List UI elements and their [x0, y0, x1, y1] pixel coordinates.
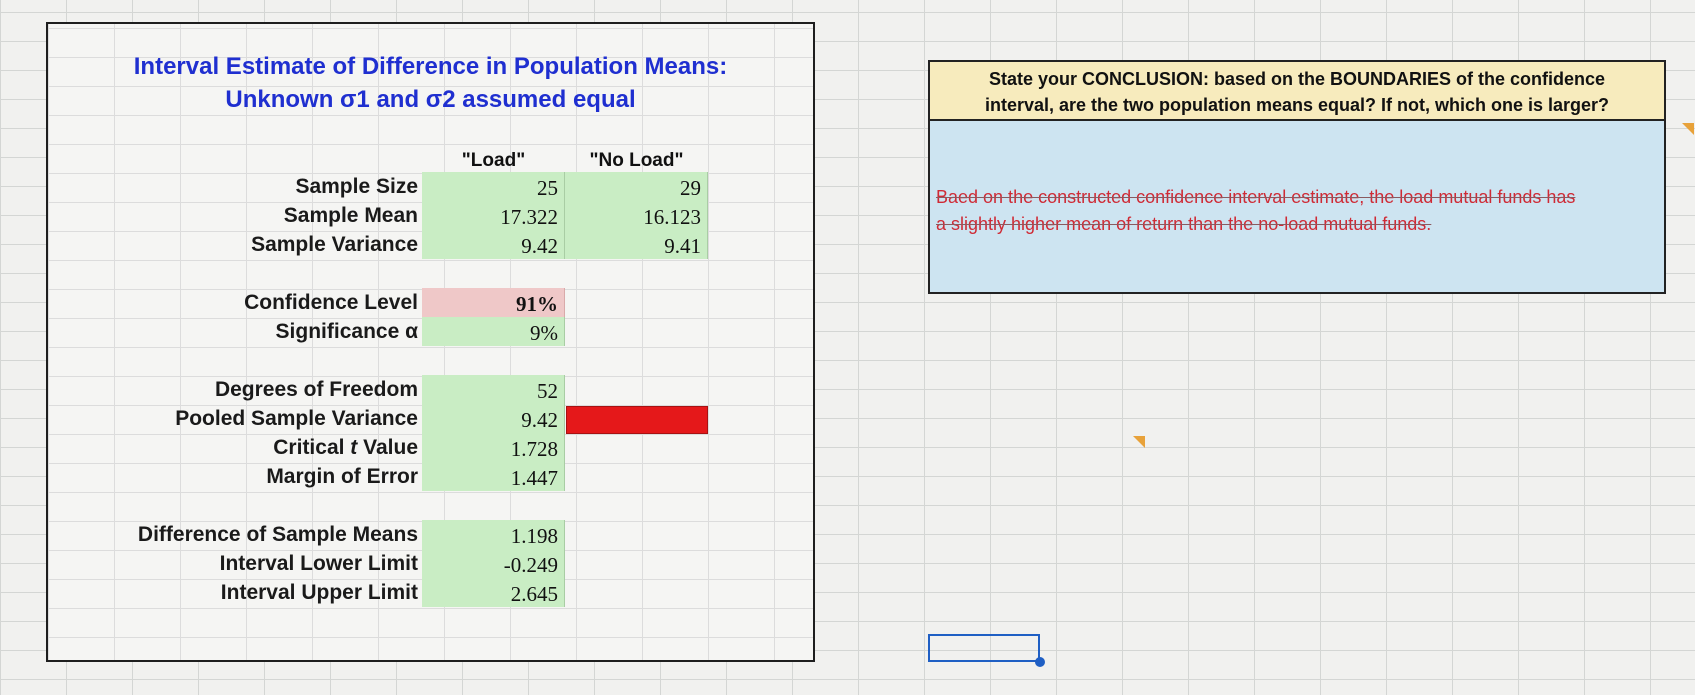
- label-interval-upper: Interval Upper Limit: [220, 581, 418, 604]
- comment-indicator-icon[interactable]: [1682, 123, 1694, 135]
- conclusion-question-box: State your CONCLUSION: based on the BOUN…: [928, 60, 1666, 121]
- cell-interval-lower[interactable]: -0.249: [422, 549, 565, 578]
- cell-load-sample-variance[interactable]: 9.42: [422, 230, 565, 259]
- label-margin-of-error: Margin of Error: [266, 465, 418, 488]
- cell-significance[interactable]: 9%: [422, 317, 565, 346]
- title-line-2: Unknown σ1 and σ2 assumed equal: [225, 86, 636, 113]
- answer-line-2: a slightly higher mean of return than th…: [936, 214, 1432, 234]
- label-interval-lower: Interval Lower Limit: [219, 552, 418, 575]
- cell-pooled-variance[interactable]: 9.42: [422, 404, 565, 433]
- label-critical-t-pre: Critical: [273, 436, 351, 459]
- question-line-1: State your CONCLUSION: based on the BOUN…: [988, 69, 1606, 89]
- cell-load-sample-mean[interactable]: 17.322: [422, 201, 565, 230]
- conclusion-answer-text: Baed on the constructed confidence inter…: [936, 184, 1676, 238]
- label-critical-t-symbol: t: [350, 436, 358, 459]
- comment-indicator-icon[interactable]: [1133, 436, 1145, 448]
- sheet-title: Interval Estimate of Difference in Popul…: [46, 50, 815, 116]
- label-sample-size: Sample Size: [295, 175, 418, 198]
- label-sample-variance: Sample Variance: [251, 233, 418, 256]
- fill-handle-icon[interactable]: [1035, 657, 1045, 667]
- cell-confidence-level[interactable]: 91%: [422, 288, 565, 317]
- red-error-cell[interactable]: [566, 406, 708, 434]
- cell-interval-upper[interactable]: 2.645: [422, 578, 565, 607]
- cell-noload-sample-mean[interactable]: 16.123: [565, 201, 708, 230]
- active-cell-selection[interactable]: [928, 634, 1040, 662]
- label-degrees-of-freedom: Degrees of Freedom: [214, 378, 418, 401]
- label-significance: Significance α: [275, 320, 418, 343]
- cell-noload-sample-size[interactable]: 29: [565, 172, 708, 201]
- cell-margin-of-error[interactable]: 1.447: [422, 462, 565, 491]
- answer-line-1: Baed on the constructed confidence inter…: [936, 187, 1576, 207]
- question-line-2: interval, are the two population means e…: [984, 95, 1610, 115]
- cell-critical-t[interactable]: 1.728: [422, 433, 565, 462]
- label-critical-t-post: Value: [357, 436, 418, 459]
- label-sample-mean: Sample Mean: [283, 204, 418, 227]
- column-header-no-load: "No Load": [589, 150, 684, 171]
- label-pooled-variance: Pooled Sample Variance: [175, 407, 418, 430]
- label-difference-of-means: Difference of Sample Means: [137, 523, 418, 546]
- column-header-load: "Load": [461, 150, 526, 171]
- cell-load-sample-size[interactable]: 25: [422, 172, 565, 201]
- cell-noload-sample-variance[interactable]: 9.41: [565, 230, 708, 259]
- cell-difference-of-means[interactable]: 1.198: [422, 520, 565, 549]
- label-critical-t: Critical t Value: [60, 433, 418, 462]
- cell-degrees-of-freedom[interactable]: 52: [422, 375, 565, 404]
- title-line-1: Interval Estimate of Difference in Popul…: [133, 53, 728, 80]
- label-confidence-level: Confidence Level: [244, 291, 418, 314]
- conclusion-answer-box[interactable]: [928, 121, 1666, 294]
